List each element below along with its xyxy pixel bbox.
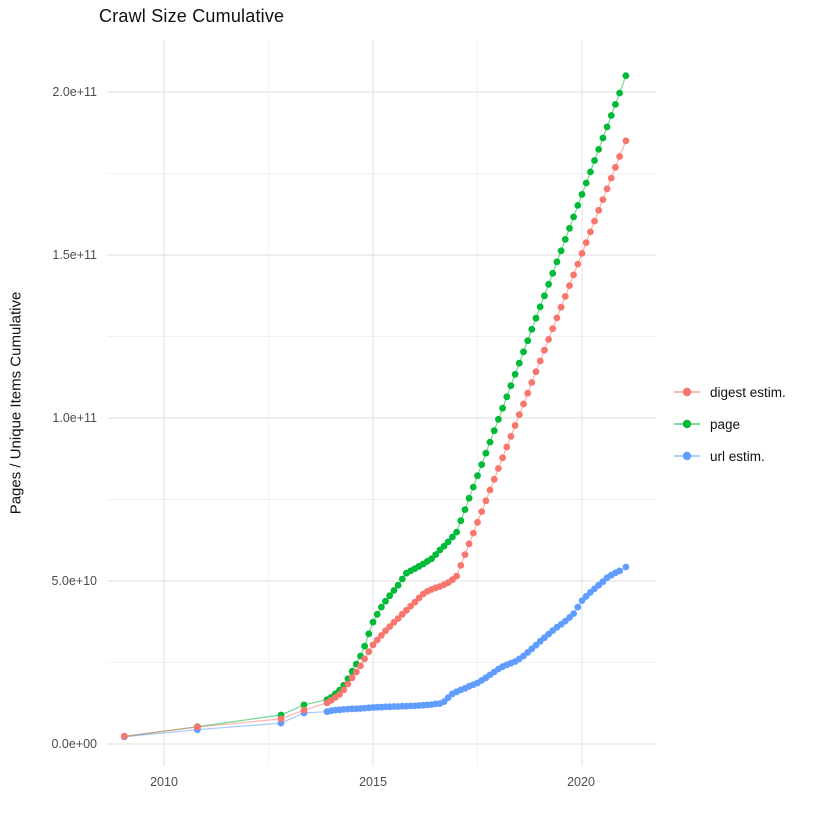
legend-key-icon (672, 448, 702, 464)
series-line (124, 75, 627, 738)
y-tick-label: 1.5e+11 (52, 248, 97, 262)
series-points (120, 563, 630, 741)
legend-label: digest estim. (710, 384, 786, 400)
series-line (124, 140, 627, 737)
legend-label: url estim. (710, 448, 765, 464)
x-tick-label: 2010 (150, 775, 178, 789)
series-points (120, 137, 630, 740)
y-tick-label: 0.0e+00 (51, 737, 97, 751)
legend-label: page (710, 416, 741, 432)
y-tick-label: 1.0e+11 (52, 411, 97, 425)
legend-item-page: page (672, 408, 786, 440)
chart-title: Crawl Size Cumulative (99, 6, 285, 26)
x-tick-label: 2015 (359, 775, 387, 789)
series-points (120, 72, 630, 740)
series-line (124, 566, 627, 738)
y-tick-label: 2.0e+11 (52, 85, 97, 99)
y-tick-label: 5.0e+10 (51, 574, 97, 588)
legend-key-icon (672, 416, 702, 432)
legend-item-url: url estim. (672, 440, 786, 472)
y-axis-title: Pages / Unique Items Cumulative (7, 291, 25, 515)
legend: digest estim. page url estim. (672, 376, 786, 472)
x-tick-label: 2020 (567, 775, 595, 789)
legend-key-icon (672, 384, 702, 400)
legend-item-digest: digest estim. (672, 376, 786, 408)
